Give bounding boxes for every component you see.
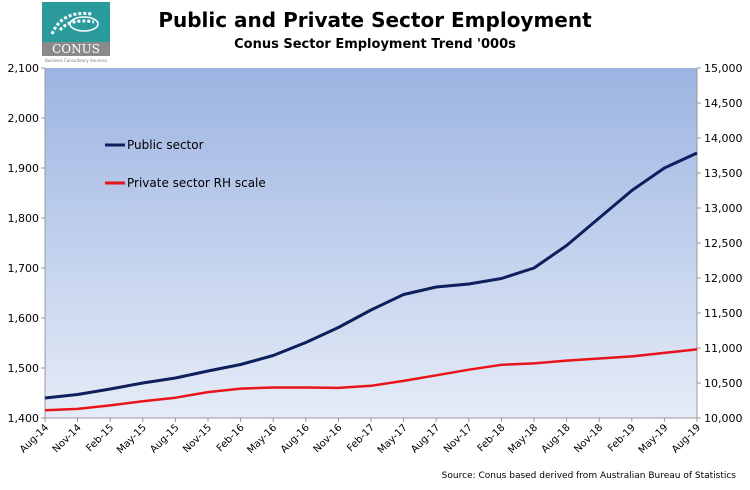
x-tick-label: May-15 [115,422,149,456]
left-tick-label: 1,500 [8,362,40,375]
x-tick-label: Nov-16 [312,422,345,455]
source-note: Source: Conus based derived from Austral… [441,471,736,481]
left-tick-label: 2,000 [8,112,40,125]
left-tick-label: 1,400 [8,412,40,425]
svg-text:Business Consultancy Services: Business Consultancy Services [45,58,107,63]
right-tick-label: 12,500 [704,237,743,250]
conus-logo: CONUS Business Consultancy Services [42,2,110,64]
right-tick-label: 15,000 [704,62,743,75]
x-tick-label: Feb-17 [345,422,377,454]
legend-label: Public sector [127,138,204,152]
x-tick-label: Feb-19 [606,422,638,454]
left-tick-label: 1,600 [8,312,40,325]
x-tick-label: Aug-18 [540,422,573,455]
x-tick-label: May-19 [637,422,671,456]
x-tick-label: Feb-16 [215,422,247,454]
x-tick-label: Aug-19 [670,422,703,455]
right-tick-label: 11,500 [704,307,743,320]
right-tick-label: 10,000 [704,412,743,425]
x-tick-label: May-17 [376,422,410,456]
right-tick-label: 13,500 [704,167,743,180]
x-tick-label: Nov-14 [51,422,84,455]
x-tick-label: May-18 [506,422,540,456]
x-tick-label: Nov-17 [442,422,475,455]
plot-area [45,68,697,418]
right-tick-label: 13,000 [704,202,743,215]
x-tick-label: Nov-18 [572,422,605,455]
x-tick-label: Feb-18 [476,422,508,454]
left-tick-label: 2,100 [8,62,40,75]
right-tick-label: 14,500 [704,97,743,110]
svg-text:CONUS: CONUS [52,42,100,56]
left-tick-label: 1,800 [8,212,40,225]
chart-title: Public and Private Sector Employment [158,8,592,32]
right-tick-label: 14,000 [704,132,743,145]
x-tick-label: Feb-15 [84,422,116,454]
chart-subtitle: Conus Sector Employment Trend '000s [234,37,516,52]
right-tick-label: 12,000 [704,272,743,285]
legend-label: Private sector RH scale [127,176,266,190]
x-tick-label: Aug-17 [409,422,442,455]
x-tick-label: Aug-15 [148,422,181,455]
left-tick-label: 1,900 [8,162,40,175]
right-tick-label: 11,000 [704,342,743,355]
x-tick-label: May-16 [245,422,279,456]
left-tick-label: 1,700 [8,262,40,275]
x-tick-label: Aug-14 [18,422,51,455]
right-tick-label: 10,500 [704,377,743,390]
series-line-public [44,151,698,400]
x-tick-label: Nov-15 [181,422,214,455]
series-line-private [44,348,698,412]
x-tick-label: Aug-16 [279,422,312,455]
